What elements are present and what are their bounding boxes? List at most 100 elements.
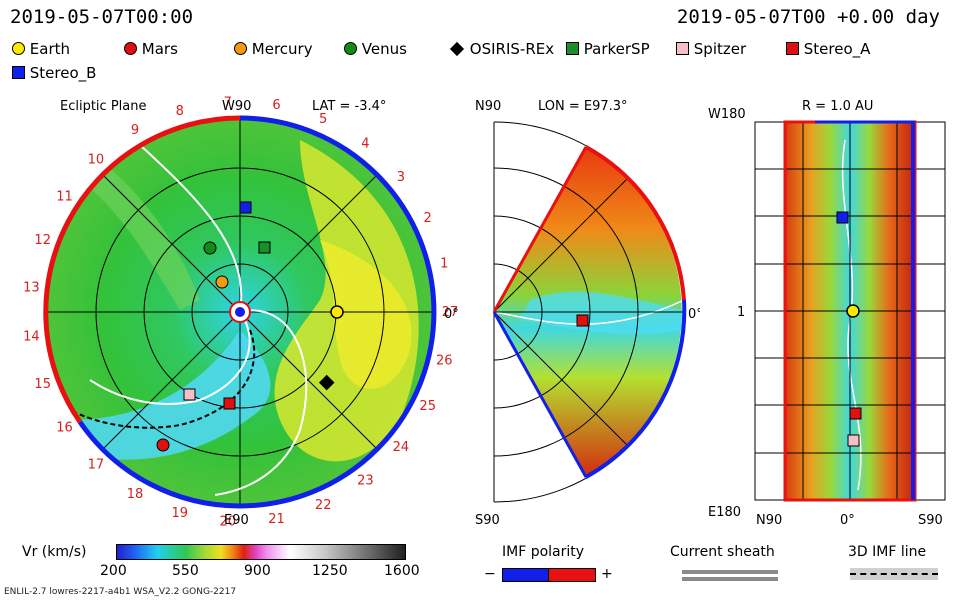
parkersp-marker-icon	[566, 42, 579, 55]
venus-marker-icon	[344, 42, 357, 55]
sun-core-marker	[235, 307, 245, 317]
radial-x-label-s90: S90	[918, 513, 943, 528]
carrington-tick-label: 1	[440, 257, 448, 272]
meridional-right-label: 0°	[688, 307, 700, 322]
colorbar-tick: 900	[244, 563, 271, 579]
stereo-a-marker	[223, 397, 236, 410]
carrington-tick-label: 24	[393, 440, 410, 455]
ecliptic-lat-label: LAT = -3.4°	[312, 99, 386, 114]
ecliptic-top-label: W90	[222, 99, 251, 114]
osiris-rex-marker-icon	[449, 41, 465, 57]
colorbar-tick: 1250	[312, 563, 348, 579]
earth-marker	[330, 305, 344, 319]
carrington-tick-label: 7	[224, 95, 232, 110]
legend-label: OSIRIS-REx	[469, 40, 555, 58]
colorbar-tick: 1600	[384, 563, 420, 579]
osiris-rex-marker	[318, 374, 335, 391]
legend-item-stereo-a: Stereo_A	[786, 40, 870, 58]
stereo-a-marker-icon	[786, 42, 799, 55]
carrington-tick-label: 3	[397, 170, 405, 185]
radial-bottom-label: E180	[708, 505, 741, 520]
carrington-tick-label: 21	[268, 512, 285, 527]
legend-item-venus: Venus	[344, 40, 407, 58]
legend-label: Mercury	[251, 40, 313, 58]
ecliptic-right-label: 0°	[444, 307, 459, 322]
carrington-tick-label: 4	[361, 137, 369, 152]
colorbar-tick: 200	[100, 563, 127, 579]
stereo-a-marker	[849, 407, 862, 420]
imf-polarity-title: IMF polarity	[502, 544, 585, 560]
carrington-tick-label: 6	[272, 98, 280, 113]
legend-item-earth: Earth	[12, 40, 70, 58]
carrington-tick-label: 8	[176, 104, 184, 119]
imf-line-trace	[69, 329, 256, 429]
radial-top-label: W180	[708, 107, 746, 122]
legend-item-stereo-b: Stereo_B	[12, 64, 96, 82]
imf-line-dash	[850, 573, 938, 575]
legend-label: Mars	[141, 40, 178, 58]
mercury-marker	[215, 275, 229, 289]
meridional-bottom-label: S90	[475, 513, 500, 528]
colorbar-title: Vr (km/s)	[22, 544, 87, 560]
carrington-tick-label: 22	[315, 498, 332, 513]
spitzer-marker-icon	[676, 42, 689, 55]
legend-label: ParkerSP	[583, 40, 650, 58]
footer-left: ENLIL-2.7 lowres-2217-a4b1 WSA_V2.2 GONG…	[4, 587, 237, 597]
carrington-tick-label: 5	[319, 112, 327, 127]
legend-item-spitzer: Spitzer	[676, 40, 746, 58]
earth-marker	[846, 304, 860, 318]
meridional-lon-label: LON = E97.3°	[538, 99, 628, 114]
current-sheath-line	[682, 577, 778, 581]
carrington-tick-label: 13	[23, 281, 40, 296]
radial-x-label-n90: N90	[756, 513, 782, 528]
venus-marker	[203, 241, 217, 255]
legend-item-osiris-rex: OSIRIS-REx	[449, 40, 555, 58]
imf-line-title: 3D IMF line	[848, 544, 927, 560]
radial-mid-label: 1	[737, 305, 745, 320]
spitzer-marker	[847, 434, 860, 447]
meridional-top-label: N90	[475, 99, 501, 114]
carrington-tick-label: 16	[56, 420, 73, 435]
legend-label: Earth	[29, 40, 71, 58]
imf-negative-swatch	[502, 568, 550, 582]
carrington-tick-label: 14	[23, 329, 40, 344]
legend-item-mercury: Mercury	[234, 40, 313, 58]
imf-plus-label: +	[601, 566, 613, 582]
radial-map-panel: R = 1.0 AU W180 1 E180 N90 0° S90	[708, 99, 946, 528]
carrington-tick-label: 19	[172, 506, 189, 521]
mars-marker	[156, 438, 170, 452]
stereo-a-marker	[576, 314, 589, 327]
carrington-tick-label: 2	[424, 211, 432, 226]
ecliptic-bottom-label: E90	[224, 513, 249, 528]
mercury-marker-icon	[234, 42, 247, 55]
datetime-left: 2019-05-07T00:00	[10, 6, 194, 28]
carrington-tick-label: 25	[419, 399, 436, 414]
earth-marker-icon	[12, 42, 25, 55]
ecliptic-title: Ecliptic Plane	[60, 99, 146, 114]
carrington-tick-label: 26	[436, 353, 453, 368]
legend-label: Spitzer	[693, 40, 747, 58]
radial-r-label: R = 1.0 AU	[802, 99, 873, 114]
imf-minus-label: −	[484, 566, 496, 582]
carrington-tick-label: 20	[220, 515, 237, 530]
carrington-tick-label: 12	[34, 233, 51, 248]
colorbar-gradient	[116, 544, 406, 560]
carrington-tick-label: 11	[56, 190, 73, 205]
carrington-tick-label: 9	[131, 123, 139, 138]
legend-label: Stereo_B	[29, 64, 97, 82]
current-sheath-title: Current sheath	[670, 544, 775, 560]
radial-x-label-0: 0°	[840, 513, 855, 528]
imf-positive-swatch	[548, 568, 596, 582]
carrington-tick-label: 23	[357, 473, 374, 488]
stereo-b-marker	[239, 201, 252, 214]
parkersp-marker	[258, 241, 271, 254]
stereo-b-marker-icon	[12, 66, 25, 79]
carrington-tick-label: 18	[127, 487, 144, 502]
legend-item-mars: Mars	[124, 40, 178, 58]
carrington-tick-label: 10	[88, 152, 105, 167]
spitzer-marker	[183, 388, 196, 401]
carrington-tick-label: 15	[34, 377, 51, 392]
colorbar-tick: 550	[172, 563, 199, 579]
